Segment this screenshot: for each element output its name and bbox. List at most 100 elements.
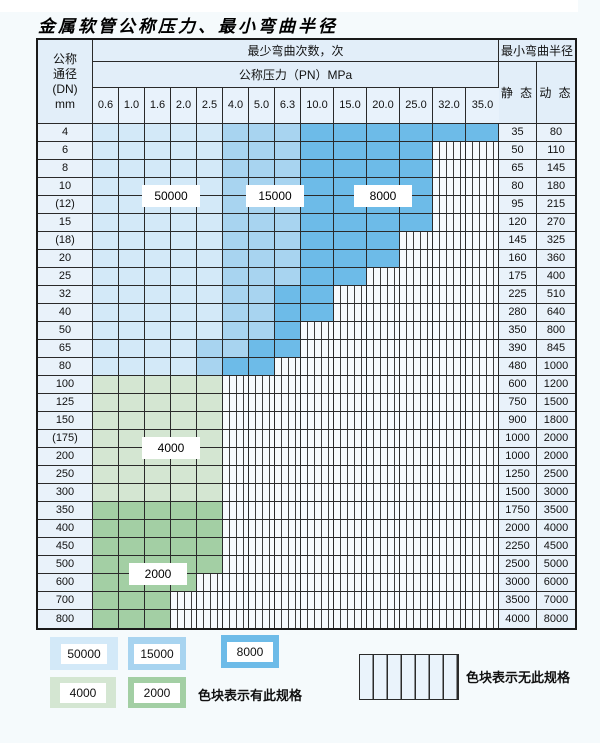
spec-cell-50000 bbox=[119, 232, 145, 250]
table-row-dn-150: 150 900 1800 bbox=[38, 412, 575, 430]
spec-cell-none bbox=[466, 214, 499, 232]
spec-cell-2000 bbox=[119, 520, 145, 538]
spec-cell-8000 bbox=[433, 124, 466, 142]
spec-cell-none bbox=[433, 610, 466, 628]
spec-cell-none bbox=[301, 556, 334, 574]
spec-cell-50000 bbox=[197, 214, 223, 232]
spec-cell-50000 bbox=[93, 304, 119, 322]
dn-header: 公称 通径 (DN) mm bbox=[38, 40, 93, 124]
dn-cell: 250 bbox=[38, 466, 93, 484]
spec-cell-none bbox=[249, 484, 275, 502]
pressure-tick: 1.0 bbox=[119, 88, 145, 124]
spec-cell-none bbox=[433, 556, 466, 574]
dynamic-cell: 145 bbox=[537, 160, 575, 178]
static-cell: 2250 bbox=[499, 538, 537, 556]
spec-cell-50000 bbox=[145, 160, 171, 178]
dynamic-cell: 510 bbox=[537, 286, 575, 304]
legend-swatch-4000: 4000 bbox=[50, 677, 116, 708]
spec-cell-8000 bbox=[275, 304, 301, 322]
spec-cell-8000 bbox=[301, 232, 334, 250]
spec-cell-none bbox=[433, 394, 466, 412]
spec-cell-none bbox=[223, 538, 249, 556]
spec-cell-none bbox=[275, 574, 301, 592]
spec-cell-none bbox=[367, 502, 400, 520]
spec-cell-none bbox=[301, 484, 334, 502]
spec-cell-50000 bbox=[145, 232, 171, 250]
dynamic-cell: 325 bbox=[537, 232, 575, 250]
spec-cell-50000 bbox=[119, 286, 145, 304]
spec-cell-8000 bbox=[367, 232, 400, 250]
spec-cell-2000 bbox=[197, 520, 223, 538]
spec-cell-2000 bbox=[93, 502, 119, 520]
spec-cell-50000 bbox=[119, 250, 145, 268]
spec-cell-none bbox=[367, 268, 400, 286]
spec-cell-none bbox=[466, 196, 499, 214]
spec-cell-50000 bbox=[197, 124, 223, 142]
spec-cell-none bbox=[367, 556, 400, 574]
pressure-tick: 4.0 bbox=[223, 88, 249, 124]
spec-cell-15000 bbox=[223, 268, 249, 286]
spec-cell-15000 bbox=[275, 142, 301, 160]
dn-cell: 40 bbox=[38, 304, 93, 322]
spec-cell-4000 bbox=[145, 376, 171, 394]
spec-cell-none bbox=[466, 430, 499, 448]
spec-cell-15000 bbox=[249, 322, 275, 340]
spec-cell-none bbox=[466, 412, 499, 430]
overlay-label-4000: 4000 bbox=[142, 437, 200, 459]
table-row-dn-125: 125 750 1500 bbox=[38, 394, 575, 412]
spec-cell-none bbox=[334, 484, 367, 502]
dynamic-cell: 4000 bbox=[537, 520, 575, 538]
dynamic-cell: 110 bbox=[537, 142, 575, 160]
spec-cell-none bbox=[433, 286, 466, 304]
spec-cell-none bbox=[400, 322, 433, 340]
spec-cell-8000 bbox=[400, 142, 433, 160]
static-cell: 900 bbox=[499, 412, 537, 430]
spec-cell-none bbox=[275, 484, 301, 502]
static-cell: 225 bbox=[499, 286, 537, 304]
spec-cell-4000 bbox=[93, 412, 119, 430]
spec-cell-50000 bbox=[119, 268, 145, 286]
static-header: 静 态 bbox=[499, 62, 537, 124]
static-cell: 2500 bbox=[499, 556, 537, 574]
spec-cell-none bbox=[275, 610, 301, 628]
spec-cell-15000 bbox=[223, 250, 249, 268]
spec-cell-none bbox=[223, 376, 249, 394]
spec-cell-none bbox=[466, 268, 499, 286]
dn-cell: 80 bbox=[38, 358, 93, 376]
spec-cell-none bbox=[197, 592, 223, 610]
spec-cell-none bbox=[367, 412, 400, 430]
spec-cell-none bbox=[275, 448, 301, 466]
spec-cell-none bbox=[249, 502, 275, 520]
pressure-tick-row: 0.6 1.0 1.6 2.0 2.5 4.0 5.0 6.3 10.0 15.0 20.0 25.0… bbox=[93, 88, 499, 124]
overlay-label-15000: 15000 bbox=[246, 185, 304, 207]
dn-cell: 10 bbox=[38, 178, 93, 196]
spec-cell-15000 bbox=[275, 160, 301, 178]
spec-cell-none bbox=[223, 574, 249, 592]
spec-cell-none bbox=[400, 466, 433, 484]
spec-cell-50000 bbox=[93, 142, 119, 160]
spec-cell-15000 bbox=[275, 214, 301, 232]
spec-cell-none bbox=[367, 592, 400, 610]
cycles-title: 最少弯曲次数，次 bbox=[93, 40, 499, 62]
spec-cell-8000 bbox=[223, 358, 249, 376]
spec-cell-50000 bbox=[197, 142, 223, 160]
spec-cell-none bbox=[400, 610, 433, 628]
spec-cell-none bbox=[466, 610, 499, 628]
spec-cell-none bbox=[301, 520, 334, 538]
spec-cell-none bbox=[367, 538, 400, 556]
spec-cell-none bbox=[223, 448, 249, 466]
spec-cell-8000 bbox=[334, 250, 367, 268]
spec-cell-none bbox=[367, 322, 400, 340]
static-cell: 95 bbox=[499, 196, 537, 214]
spec-cell-8000 bbox=[334, 124, 367, 142]
spec-cell-4000 bbox=[145, 394, 171, 412]
dn-cell: 32 bbox=[38, 286, 93, 304]
spec-cell-none bbox=[275, 358, 301, 376]
table-row-dn-25: 25 175 400 bbox=[38, 268, 575, 286]
spec-cell-4000 bbox=[93, 376, 119, 394]
spec-cell-50000 bbox=[93, 358, 119, 376]
spec-cell-none bbox=[400, 556, 433, 574]
spec-cell-none bbox=[334, 322, 367, 340]
spec-cell-4000 bbox=[171, 376, 197, 394]
legend-swatch-8000: 8000 bbox=[221, 635, 279, 668]
